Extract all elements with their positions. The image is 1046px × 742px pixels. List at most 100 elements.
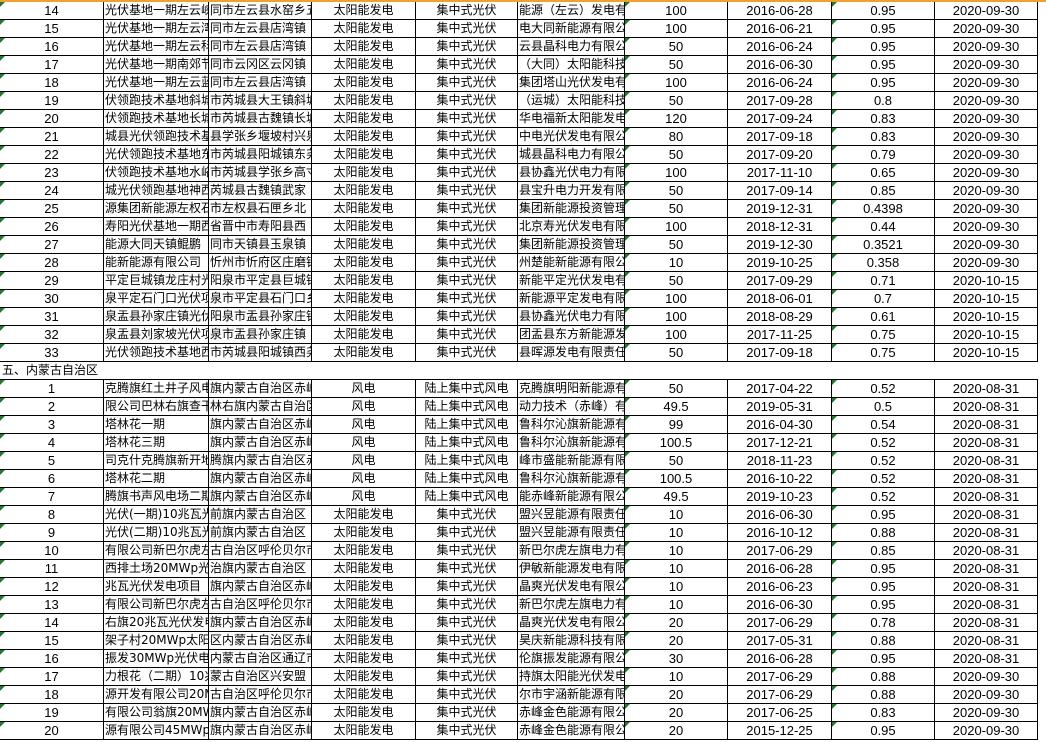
cell-project-name[interactable]: 力根花（二期）10兆 — [105, 668, 209, 685]
cell-price[interactable]: 0.52 — [832, 434, 935, 451]
cell-subtype[interactable]: 集中式光伏 — [416, 290, 518, 307]
cell-end-date[interactable]: 2020-09-30 — [935, 704, 1038, 721]
cell-company[interactable]: 新能平定光伏发电有 — [519, 272, 625, 289]
cell-company[interactable]: 尔市宇涵新能源有限 — [519, 686, 625, 703]
cell-subtype[interactable]: 集中式光伏 — [416, 542, 518, 559]
cell-price[interactable]: 0.83 — [832, 110, 935, 127]
cell-date[interactable]: 2017-04-22 — [728, 380, 832, 397]
cell-capacity[interactable]: 100 — [625, 2, 728, 19]
cell-capacity[interactable]: 20 — [625, 722, 728, 739]
cell-type[interactable]: 太阳能发电 — [312, 344, 416, 361]
cell-end-date[interactable]: 2020-09-30 — [935, 254, 1038, 271]
cell-date[interactable]: 2017-05-31 — [728, 632, 832, 649]
cell-location[interactable]: 前旗内蒙古自治区 — [209, 524, 312, 541]
cell-location[interactable]: 旗内蒙古自治区赤峰市 — [209, 416, 312, 433]
cell-project-name[interactable]: 能源大同天镇鲲鹏 — [104, 236, 209, 253]
table-row[interactable]: 19有限公司翁旗20MW旗内蒙古自治区赤峰太阳能发电集中式光伏赤峰金色能源有限公… — [0, 704, 1038, 722]
cell-company[interactable]: 盟兴昱能源有限责任 — [519, 524, 625, 541]
cell-capacity[interactable]: 50 — [625, 56, 728, 73]
table-row[interactable]: 28 能新能源有限公司（ 忻州市忻府区庄磨镇 太阳能发电 集中式光伏 州楚能新能源有限公 1… — [0, 254, 1038, 272]
cell-company[interactable]: 北京寿光伏发电有限 — [519, 218, 625, 235]
cell-capacity[interactable]: 50 — [625, 380, 728, 397]
cell-capacity[interactable]: 100 — [625, 20, 728, 37]
cell-company[interactable]: 晶爽光伏发电有限公 — [519, 578, 625, 595]
table-row[interactable]: 10有限公司新巴尔虎左古自治区呼伦贝尔市太阳能发电集中式光伏新巴尔虎左旗电力有限… — [0, 542, 1038, 560]
table-row[interactable]: 26 寿阳光伏基地一期西 省晋中市寿阳县西 太阳能发电 集中式光伏 北京寿光伏发电有限 10… — [0, 218, 1038, 236]
cell-type[interactable]: 风电 — [312, 416, 416, 433]
cell-seq[interactable]: 22 — [0, 146, 104, 163]
cell-capacity[interactable]: 10 — [625, 524, 728, 541]
cell-end-date[interactable]: 2020-08-31 — [935, 380, 1038, 397]
cell-type[interactable]: 太阳能发电 — [312, 20, 416, 37]
cell-seq[interactable]: 14 — [0, 2, 104, 19]
cell-capacity[interactable]: 20 — [625, 614, 728, 631]
cell-subtype[interactable]: 陆上集中式风电 — [416, 380, 518, 397]
cell-subtype[interactable]: 陆上集中式风电 — [416, 488, 518, 505]
cell-location[interactable]: 古自治区呼伦贝尔市 — [210, 686, 312, 703]
table-row[interactable]: 25 源集团新能源左权石 市左权县石匣乡北 太阳能发电 集中式光伏 集团新能源投资管理 50… — [0, 200, 1038, 218]
cell-end-date[interactable]: 2020-10-15 — [935, 290, 1038, 307]
cell-date[interactable]: 2018-12-31 — [728, 218, 832, 235]
cell-project-name[interactable]: 源开发有限公司20MW — [104, 686, 209, 703]
cell-price[interactable]: 0.75 — [832, 326, 935, 343]
cell-seq[interactable]: 18 — [0, 74, 104, 91]
cell-subtype[interactable]: 集中式光伏 — [416, 722, 518, 739]
cell-end-date[interactable]: 2020-09-30 — [935, 74, 1038, 91]
cell-location[interactable]: 古自治区呼伦贝尔市 — [210, 542, 312, 559]
cell-company[interactable]: 伊敏新能源发电有限 — [519, 560, 625, 577]
table-row[interactable]: 30 泉平定石门口光伏项 泉市平定县石门口乡 太阳能发电 集中式光伏 新能源平定发电有限 1… — [0, 290, 1038, 308]
cell-end-date[interactable]: 2020-09-30 — [935, 200, 1038, 217]
table-row[interactable]: 21 城县光伏领跑技术基 县学张乡堰坡村兴泉 太阳能发电 集中式光伏 中电光伏发电有限公 8… — [0, 128, 1038, 146]
cell-project-name[interactable]: 光伏领跑技术基地西 — [105, 344, 209, 361]
cell-subtype[interactable]: 集中式光伏 — [416, 596, 518, 613]
cell-project-name[interactable]: 光伏(一期)10兆瓦光伏 — [104, 506, 209, 523]
cell-location[interactable]: 古自治区呼伦贝尔市 — [210, 596, 312, 613]
cell-type[interactable]: 太阳能发电 — [312, 92, 416, 109]
cell-project-name[interactable]: 能新能源有限公司（ — [105, 254, 209, 271]
cell-seq[interactable]: 3 — [0, 416, 104, 433]
cell-company[interactable]: 集团新能源投资管理 — [519, 236, 625, 253]
cell-subtype[interactable]: 集中式光伏 — [416, 650, 518, 667]
table-row[interactable]: 17 光伏基地一期南郊节 同市云冈区云冈镇 太阳能发电 集中式光伏 （大同）太阳能科技 50… — [0, 56, 1038, 74]
cell-date[interactable]: 2017-12-21 — [728, 434, 832, 451]
cell-location[interactable]: 市芮城县古魏镇长城 — [210, 110, 312, 127]
cell-seq[interactable]: 23 — [0, 164, 104, 181]
cell-date[interactable]: 2018-08-29 — [728, 308, 832, 325]
cell-location[interactable]: 忻州市忻府区庄磨镇 — [210, 254, 312, 271]
table-row[interactable]: 8光伏(一期)10兆瓦光伏前旗内蒙古自治区太阳能发电集中式光伏盟兴昱能源有限责任… — [0, 506, 1038, 524]
cell-end-date[interactable]: 2020-08-31 — [935, 506, 1038, 523]
cell-type[interactable]: 太阳能发电 — [312, 578, 416, 595]
cell-date[interactable]: 2017-09-28 — [728, 92, 832, 109]
cell-subtype[interactable]: 陆上集中式风电 — [416, 398, 518, 415]
cell-location[interactable]: 腾旗内蒙古自治区赤 — [210, 452, 312, 469]
cell-end-date[interactable]: 2020-09-30 — [935, 20, 1038, 37]
cell-price[interactable]: 0.4398 — [832, 200, 935, 217]
table-row[interactable]: 20 伏领跑技术基地长城 市芮城县古魏镇长城 太阳能发电 集中式光伏 华电福新太阳能发电 1… — [0, 110, 1038, 128]
cell-price[interactable]: 0.61 — [832, 308, 935, 325]
cell-seq[interactable]: 19 — [0, 92, 104, 109]
cell-type[interactable]: 风电 — [312, 380, 416, 397]
table-row[interactable]: 18源开发有限公司20MW古自治区呼伦贝尔市太阳能发电集中式光伏尔市宇涵新能源有… — [0, 686, 1038, 704]
cell-date[interactable]: 2017-06-29 — [728, 614, 832, 631]
cell-company[interactable]: 鲁科尔沁旗新能源有 — [519, 470, 625, 487]
cell-seq[interactable]: 14 — [0, 614, 104, 631]
cell-seq[interactable]: 17 — [0, 668, 104, 685]
cell-project-name[interactable]: 右旗20兆瓦光伏发电 — [105, 614, 209, 631]
cell-subtype[interactable]: 陆上集中式风电 — [416, 470, 518, 487]
cell-date[interactable]: 2017-06-25 — [728, 704, 832, 721]
cell-date[interactable]: 2017-09-24 — [728, 110, 832, 127]
cell-company[interactable]: 鲁科尔沁旗新能源有 — [519, 416, 625, 433]
cell-company[interactable]: 县晖源发电有限责任 — [519, 344, 625, 361]
cell-project-name[interactable]: 伏领跑技术基地长城 — [105, 110, 209, 127]
cell-capacity[interactable]: 50 — [625, 344, 728, 361]
cell-location[interactable]: 内蒙古自治区通辽市 — [210, 650, 312, 667]
cell-type[interactable]: 太阳能发电 — [312, 560, 416, 577]
cell-price[interactable]: 0.95 — [832, 578, 935, 595]
cell-end-date[interactable]: 2020-10-15 — [935, 344, 1038, 361]
cell-project-name[interactable]: 克腾旗红土井子风电 — [105, 380, 209, 397]
cell-price[interactable]: 0.52 — [832, 452, 935, 469]
cell-date[interactable]: 2016-06-30 — [728, 596, 832, 613]
cell-subtype[interactable]: 集中式光伏 — [416, 74, 518, 91]
table-row[interactable]: 16 光伏基地一期左云科 同市左云县店湾镇 太阳能发电 集中式光伏 云县晶科电力有限公 50… — [0, 38, 1038, 56]
cell-location[interactable]: 市芮城县学张乡高寸 — [210, 164, 312, 181]
